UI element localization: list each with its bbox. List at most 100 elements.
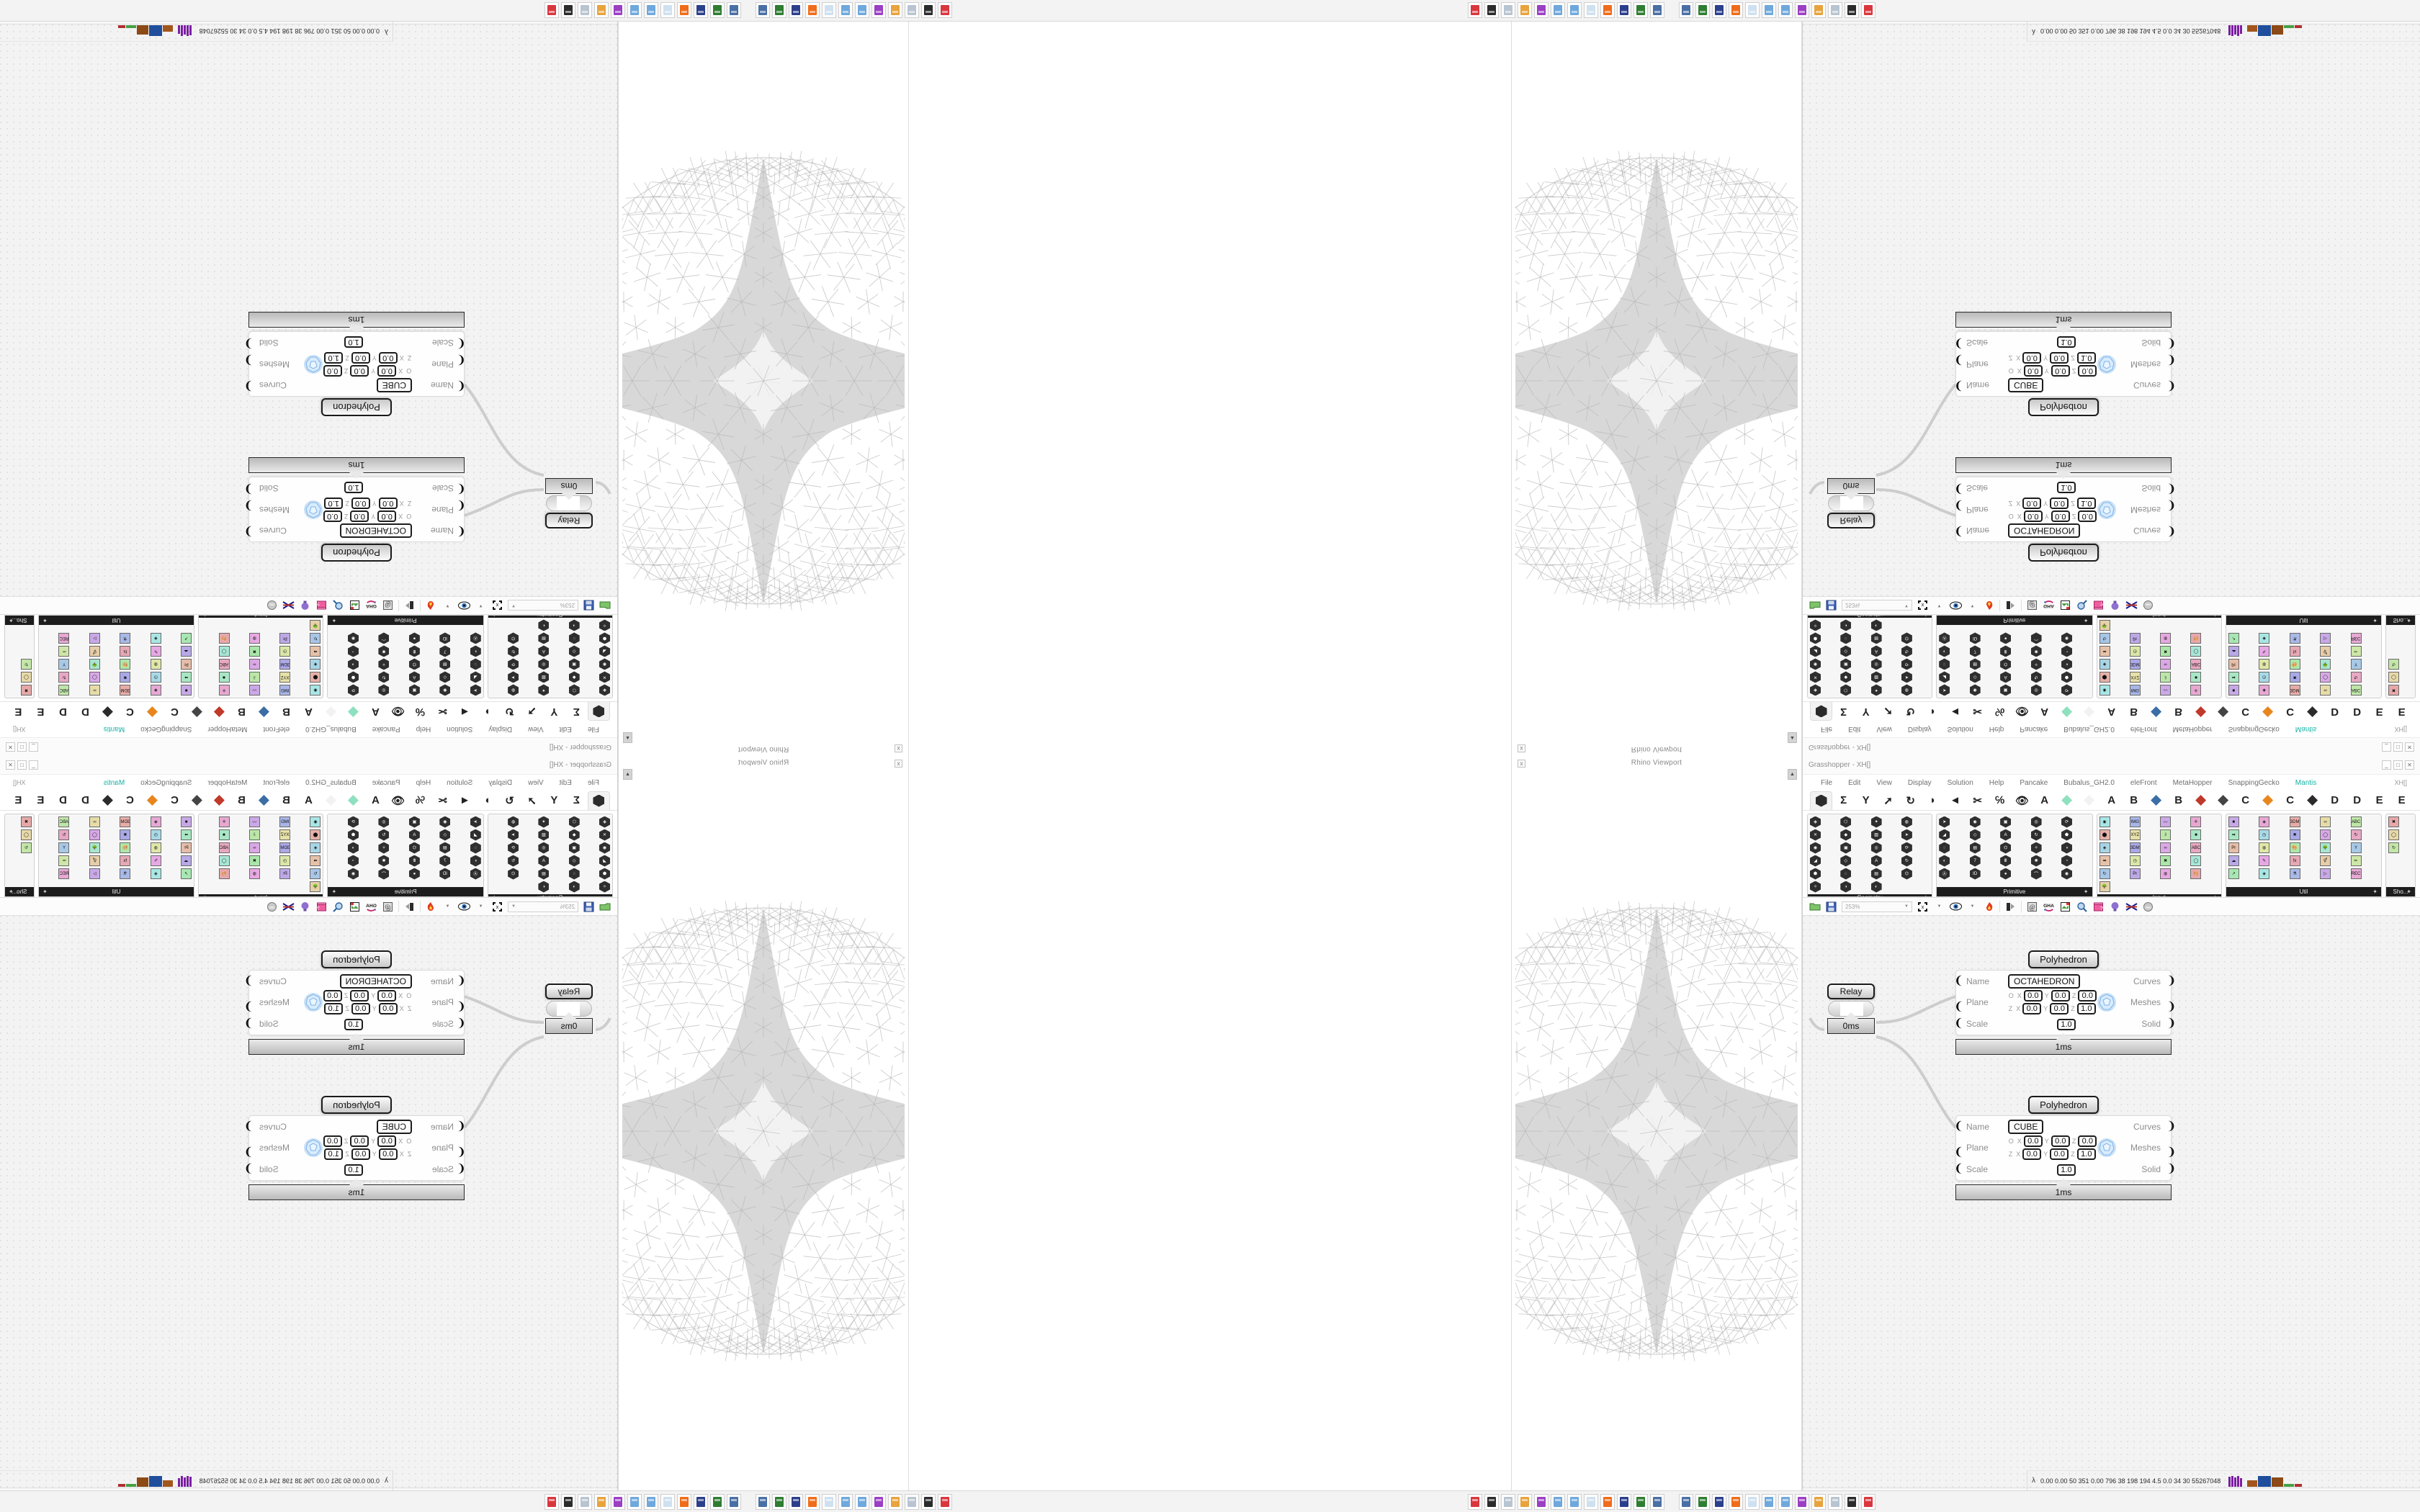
component-button[interactable]: ↻ <box>2350 829 2362 841</box>
floppy-64-icon[interactable] <box>694 1493 708 1510</box>
menu-item-metahopper[interactable]: MetaHopper <box>2172 778 2213 787</box>
menu-item-mantis[interactable]: Mantis <box>2295 725 2317 734</box>
purple-app-icon[interactable] <box>871 2 886 19</box>
cluster-icon[interactable]: @ <box>382 600 394 612</box>
menu-item-edit[interactable]: Edit <box>559 725 572 734</box>
vector-tab[interactable]: ➚ <box>1883 794 1893 807</box>
component-button[interactable]: ▣ <box>568 658 581 670</box>
component-button[interactable]: ABC <box>58 684 70 696</box>
component-button[interactable]: ◆ <box>568 829 581 841</box>
component-button[interactable]: ✧ <box>599 881 611 893</box>
component-button[interactable]: ■ <box>2228 816 2240 828</box>
notepad-icon[interactable] <box>1828 1493 1842 1510</box>
output-port-solid[interactable]: ❩ <box>2166 1162 2177 1175</box>
component-button[interactable]: ▤ <box>439 658 451 670</box>
output-port-curves[interactable]: ❩ <box>243 1120 254 1133</box>
component-button[interactable]: Pr <box>2228 658 2240 670</box>
component-button[interactable]: ◉ <box>2099 816 2111 828</box>
extra-b-tab[interactable]: B <box>237 706 246 718</box>
component-button[interactable]: ◉ <box>1969 684 1981 696</box>
menu-item-elefront[interactable]: eleFront <box>2130 778 2157 787</box>
node-title[interactable]: Polyhedron <box>2028 1096 2099 1114</box>
sets-tab[interactable]: Y <box>1862 794 1870 806</box>
component-button[interactable]: ABC <box>2190 842 2202 854</box>
mesh-icon[interactable] <box>1845 1493 1859 1510</box>
palette-primitive[interactable]: ➤ ◉ ▣ ◎ ⟳ ◢ ◇ A ↻ ⬟ ◌ ▤ ⌬ ✧ ◑ ◐ 7 Ⅲ ✺ ◔ Ⓐ ID ● ⌒ ◉ Primitive ✦ <box>1936 615 2093 698</box>
extra-e-tab[interactable]: E <box>2375 794 2383 806</box>
component-button[interactable]: 🌳 <box>310 881 322 893</box>
palette-icon[interactable] <box>1551 2 1565 19</box>
node-body[interactable]: ❨ Name CUBE Curves ❩ ❨ Plane O X 0.0 Y 0.0… <box>1954 331 2177 397</box>
component-button[interactable]: ◉ <box>439 816 451 828</box>
component-button[interactable]: ⟳ <box>507 842 519 854</box>
polyhedron-component-cube[interactable]: Polyhedron ❨ Name CUBE Curves ❩ ❨ Plane … <box>1954 1096 2177 1200</box>
relay-title[interactable]: Relay <box>545 984 593 999</box>
menu-item-file[interactable]: File <box>1821 778 1833 787</box>
component-button[interactable]: ◑ <box>568 619 581 631</box>
component-button[interactable]: ◈ <box>2258 632 2270 644</box>
cluster-icon[interactable]: @ <box>382 901 394 913</box>
sphere-preview-icon[interactable] <box>266 901 278 913</box>
component-button[interactable]: 🎨 <box>2190 632 2202 644</box>
rhino-viewport-panel[interactable]: x Rhino Viewport ▲ <box>618 756 909 1506</box>
component-button[interactable]: ◈ <box>1809 684 1821 696</box>
component-button[interactable]: 7 <box>1969 855 1981 867</box>
quadrant-top-right[interactable]: x Rhino Viewport ▲ Grasshopper - XH[] _ … <box>1210 0 2420 756</box>
component-button[interactable]: A <box>408 671 421 683</box>
node-title[interactable]: Polyhedron <box>321 950 392 968</box>
snappinggecko-tab[interactable]: B <box>282 794 290 806</box>
component-button[interactable]: ◇ <box>1969 829 1981 841</box>
palette2-icon[interactable] <box>1567 1493 1582 1510</box>
component-button[interactable]: ◉ <box>310 816 322 828</box>
chevron-down-icon[interactable]: ▼ <box>1904 603 1909 608</box>
component-button[interactable]: ✛ <box>2190 684 2202 696</box>
monitor-icon[interactable] <box>727 2 741 19</box>
component-button[interactable]: ☁ <box>2228 855 2240 867</box>
calculator-icon[interactable] <box>660 1493 675 1510</box>
component-button[interactable]: 🎨 <box>218 632 230 644</box>
node-title[interactable]: Polyhedron <box>2028 950 2099 968</box>
input-port-scale[interactable]: ❨ <box>1954 482 1964 495</box>
component-button[interactable]: ↗ <box>180 632 192 644</box>
rhino-icon[interactable] <box>544 1493 559 1510</box>
component-button[interactable]: ✖ <box>2159 855 2172 867</box>
vector-tab[interactable]: ➚ <box>527 794 537 807</box>
scale-value-field[interactable]: 1.0 <box>344 1019 363 1030</box>
component-button[interactable]: ✖ <box>248 855 261 867</box>
gha-icon[interactable]: GHA <box>2043 600 2055 612</box>
component-button[interactable]: ◷ <box>279 645 291 657</box>
display-tab[interactable]: 👁 <box>2015 794 2030 807</box>
palette-expand-icon[interactable]: ✦ <box>492 615 497 618</box>
component-button[interactable]: ➡ <box>2099 645 2111 657</box>
component-button[interactable]: 3DM <box>2129 658 2141 670</box>
polyhedron-component-cube[interactable]: Polyhedron ❨ Name CUBE Curves ❩ ❨ Plane … <box>1954 312 2177 416</box>
component-button[interactable]: ⟳ <box>1901 658 1913 670</box>
component-button[interactable]: Ⓐ <box>1938 868 1950 880</box>
mesh-tab[interactable]: ◄ <box>459 706 470 718</box>
input-port-plane[interactable]: ❨ <box>1954 1146 1964 1158</box>
zaxis-y-field[interactable]: 0.0 <box>351 1148 370 1160</box>
menu-bar[interactable]: File Edit View Display Solution Help Pancake Bu… <box>0 775 617 791</box>
component-button[interactable]: ◢ <box>599 855 611 867</box>
component-button[interactable]: A <box>1870 645 1883 657</box>
component-button[interactable]: ➤ <box>470 816 482 828</box>
terminal-icon[interactable] <box>1695 2 1710 19</box>
display-tab[interactable]: 👁 <box>390 794 405 807</box>
component-button[interactable]: 3DM <box>2289 684 2301 696</box>
output-port-solid[interactable]: ❩ <box>2166 337 2177 350</box>
origin-y-field[interactable]: 0.0 <box>2051 510 2070 522</box>
component-button[interactable]: ◐ <box>1938 855 1950 867</box>
calculator-icon[interactable] <box>822 1493 836 1510</box>
scale-value-field[interactable]: 1.0 <box>2057 1019 2076 1030</box>
extra-shield-tab[interactable] <box>208 791 230 810</box>
snappinggecko-tab[interactable]: B <box>2130 706 2138 718</box>
component-button[interactable]: ◈ <box>2099 658 2111 670</box>
component-button[interactable]: ⚥ <box>89 855 101 867</box>
component-button[interactable]: ➡ <box>180 829 192 841</box>
origin-y-field[interactable]: 0.0 <box>2051 1135 2070 1147</box>
component-button[interactable]: ➡ <box>2099 855 2111 867</box>
bubalus-tab[interactable] <box>342 703 364 721</box>
component-button[interactable]: ◷ <box>2129 855 2141 867</box>
component-button[interactable]: ⟳ <box>347 816 359 828</box>
palette-expand-icon[interactable]: ✦ <box>2083 888 2089 895</box>
